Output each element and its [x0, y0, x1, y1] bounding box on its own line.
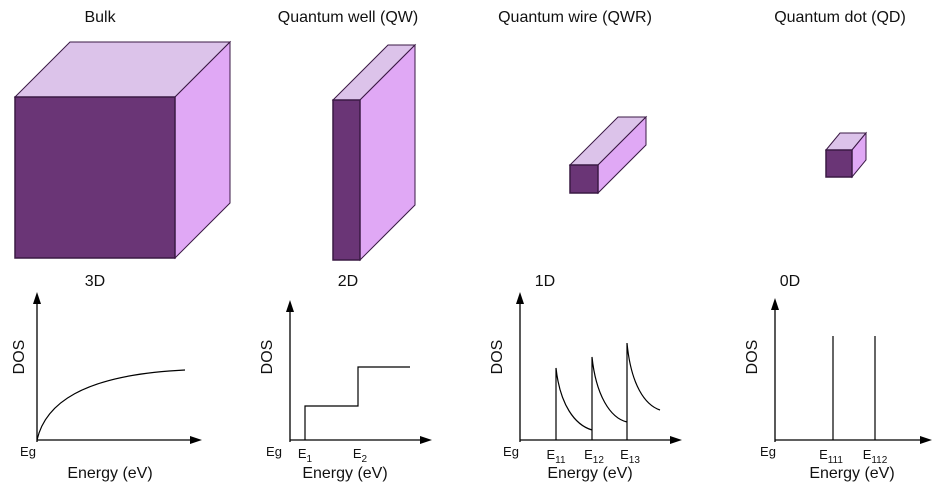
origin-label: Eg: [760, 444, 776, 459]
dimension-label: 0D: [780, 273, 800, 290]
panel-title: Quantum dot (QD): [774, 9, 906, 26]
arrow: [771, 298, 779, 310]
axes: [36, 302, 192, 442]
dos-graph: DOS Eg Energy (eV): [11, 292, 202, 482]
y-label: DOS: [259, 340, 276, 375]
energy-level: E11: [546, 447, 565, 466]
dimension-label: 1D: [535, 273, 555, 290]
axes: [519, 302, 672, 442]
energy-level: E112: [863, 447, 888, 466]
slab-front: [332, 99, 361, 261]
energy-level: E12: [584, 447, 604, 466]
energy-level: E111: [819, 447, 843, 466]
panel-title: Quantum well (QW): [278, 9, 418, 26]
energy-level: E2: [353, 446, 368, 465]
arrow: [516, 292, 524, 304]
y-label: DOS: [11, 340, 28, 375]
wire-front: [569, 164, 599, 194]
dos-graph: DOS Eg E11 E12 E13 Energy (eV): [489, 292, 682, 482]
x-label: Energy (eV): [809, 465, 894, 482]
axes: [289, 310, 422, 442]
origin-label: Eg: [266, 444, 282, 459]
wire-bar: [568, 115, 648, 195]
dot-front: [825, 149, 853, 178]
arrow: [420, 436, 432, 444]
origin-label: Eg: [20, 444, 36, 459]
energy-level: E13: [620, 447, 640, 466]
arrow: [33, 292, 41, 304]
dos-deltas: [832, 336, 876, 440]
panel-title: Quantum wire (QWR): [498, 9, 652, 26]
x-label: Energy (eV): [302, 465, 387, 482]
axes: [774, 308, 922, 442]
x-label: Energy (eV): [67, 465, 152, 482]
dos-spikes: [555, 342, 661, 440]
arrow: [286, 300, 294, 312]
y-label: DOS: [489, 340, 506, 375]
panel-title: Bulk: [84, 9, 116, 26]
y-label: DOS: [744, 340, 761, 375]
arrow: [670, 436, 682, 444]
dimension-label: 2D: [338, 273, 358, 290]
dos-curve: [36, 369, 186, 441]
x-label: Energy (eV): [547, 465, 632, 482]
bulk-cube: [13, 40, 232, 260]
arrow: [920, 436, 932, 444]
dot-box: [824, 131, 868, 179]
origin-label: Eg: [503, 444, 519, 459]
dimension-label: 3D: [85, 273, 105, 290]
dos-step: [304, 366, 410, 440]
cube-front: [14, 96, 176, 259]
well-slab: [331, 43, 417, 262]
dos-graph: DOS Eg E111 E112 Energy (eV): [744, 298, 932, 482]
arrow: [190, 436, 202, 444]
energy-level: E1: [298, 446, 313, 465]
dos-graph: DOS Eg E1 E2 Energy (eV): [259, 300, 432, 482]
